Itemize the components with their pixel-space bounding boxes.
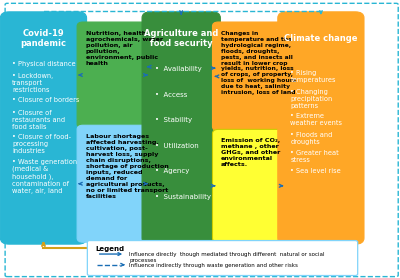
FancyBboxPatch shape bbox=[142, 12, 220, 244]
Text: •  Utilization: • Utilization bbox=[155, 143, 198, 149]
Text: Nutrition, health,
agrochemicals, water
pollution, air
pollution,
environment, p: Nutrition, health, agrochemicals, water … bbox=[86, 31, 163, 66]
FancyBboxPatch shape bbox=[87, 240, 358, 275]
FancyBboxPatch shape bbox=[77, 22, 150, 128]
Text: Climate change: Climate change bbox=[284, 34, 358, 43]
Text: Labour shortages
affected harvesting,
cultivation, post-
harvest loss, supply
ch: Labour shortages affected harvesting, cu… bbox=[86, 134, 168, 199]
Text: • Closure of borders: • Closure of borders bbox=[12, 98, 80, 103]
Text: Covid-19
pandemic: Covid-19 pandemic bbox=[20, 29, 66, 48]
Text: • Physical distance: • Physical distance bbox=[12, 61, 76, 66]
Text: • Floods and
droughts: • Floods and droughts bbox=[290, 131, 333, 145]
Text: • Closure of food-
processing
industries: • Closure of food- processing industries bbox=[12, 134, 71, 154]
Text: •  Access: • Access bbox=[155, 92, 187, 98]
Text: •  Availability: • Availability bbox=[155, 66, 201, 72]
Text: Emission of CO₂,
methane , other
GHGs, and other
environmental
affects.: Emission of CO₂, methane , other GHGs, a… bbox=[221, 138, 280, 167]
Text: •  Agency: • Agency bbox=[155, 168, 189, 175]
Text: • Extreme
weather events: • Extreme weather events bbox=[290, 113, 342, 126]
FancyBboxPatch shape bbox=[0, 12, 86, 244]
Text: • Greater heat
stress: • Greater heat stress bbox=[290, 150, 339, 163]
Text: •  Sustainability: • Sustainability bbox=[155, 194, 211, 200]
Text: Legend: Legend bbox=[96, 246, 125, 252]
Text: • Rising
temperatures: • Rising temperatures bbox=[290, 70, 336, 83]
Text: •  Stability: • Stability bbox=[155, 117, 192, 123]
FancyBboxPatch shape bbox=[278, 12, 364, 244]
Text: Agriculture and
food security: Agriculture and food security bbox=[144, 29, 218, 48]
FancyBboxPatch shape bbox=[212, 22, 285, 131]
Text: • Waste generation
(medical &
household ),
contamination of
water, air, land: • Waste generation (medical & household … bbox=[12, 159, 77, 194]
Text: Influence indirectly through waste generation and other risks: Influence indirectly through waste gener… bbox=[129, 263, 298, 267]
Text: • Sea level rise: • Sea level rise bbox=[290, 168, 341, 175]
Text: • Lockdown,
transport
restrictions: • Lockdown, transport restrictions bbox=[12, 73, 53, 93]
FancyBboxPatch shape bbox=[77, 125, 150, 242]
Text: • Changing
precipitation
patterns: • Changing precipitation patterns bbox=[290, 89, 333, 109]
Text: Changes in
temperature and the
hydrological regime,
floods, droughts,
pests, and: Changes in temperature and the hydrologi… bbox=[221, 31, 296, 95]
Text: Influence directly  though mediated through different  natural or social
process: Influence directly though mediated throu… bbox=[129, 252, 324, 263]
FancyBboxPatch shape bbox=[212, 129, 285, 242]
Text: • Closure of
restaurants and
food stalls: • Closure of restaurants and food stalls bbox=[12, 110, 65, 130]
